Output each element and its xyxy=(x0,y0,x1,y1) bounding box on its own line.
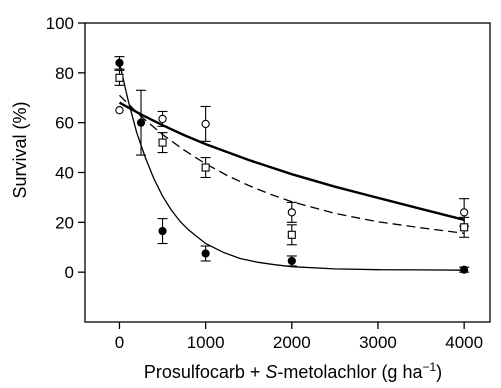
x-axis-label-italic: S xyxy=(265,362,277,382)
point-series-1-1 xyxy=(115,58,124,67)
point-series-2-1 xyxy=(115,73,124,82)
point-series-1-5 xyxy=(287,256,296,266)
y-tick-label-20: 20 xyxy=(55,213,74,232)
point-series-1-2 xyxy=(136,118,146,127)
point-series-1-3 xyxy=(158,226,167,236)
x-axis-label-pre: Prosulfocarb + xyxy=(144,362,266,382)
y-tick-label-40: 40 xyxy=(55,164,74,183)
y-tick-label-100: 100 xyxy=(46,14,74,33)
x-tick-label-3000: 3000 xyxy=(359,333,397,352)
x-axis-label: Prosulfocarb + S-metolachlor (g ha−1) xyxy=(144,360,442,382)
point-series-3-2 xyxy=(158,114,167,124)
x-tick-label-2000: 2000 xyxy=(273,333,311,352)
point-series-3-1 xyxy=(115,106,124,115)
point-series-2-4 xyxy=(287,230,296,239)
point-series-3-5 xyxy=(459,208,469,217)
x-tick-label-1000: 1000 xyxy=(187,333,225,352)
error-bars xyxy=(114,56,470,273)
point-series-2-3 xyxy=(201,163,210,172)
fit-curve-series-3 xyxy=(118,101,465,221)
y-axis-label: Survival (%) xyxy=(10,101,30,198)
x-axis-label-sup: −1 xyxy=(422,360,436,374)
x-tick-label-4000: 4000 xyxy=(445,333,483,352)
point-series-3-4 xyxy=(287,208,296,217)
x-axis-label-post: ) xyxy=(436,362,442,382)
point-series-1-4 xyxy=(201,249,210,258)
point-series-1-6 xyxy=(460,265,469,274)
point-series-2-5 xyxy=(460,223,469,232)
point-series-3-3 xyxy=(201,119,210,129)
x-tick-label-0: 0 xyxy=(115,333,124,352)
fit-curve-series-1 xyxy=(118,62,465,271)
y-tick-label-80: 80 xyxy=(55,64,74,83)
point-series-2-2 xyxy=(158,138,167,147)
y-tick-label-60: 60 xyxy=(55,114,74,133)
x-axis-label-mid: -metolachlor (g ha xyxy=(277,362,423,382)
y-tick-label-0: 0 xyxy=(65,263,74,282)
data-points xyxy=(115,58,469,274)
